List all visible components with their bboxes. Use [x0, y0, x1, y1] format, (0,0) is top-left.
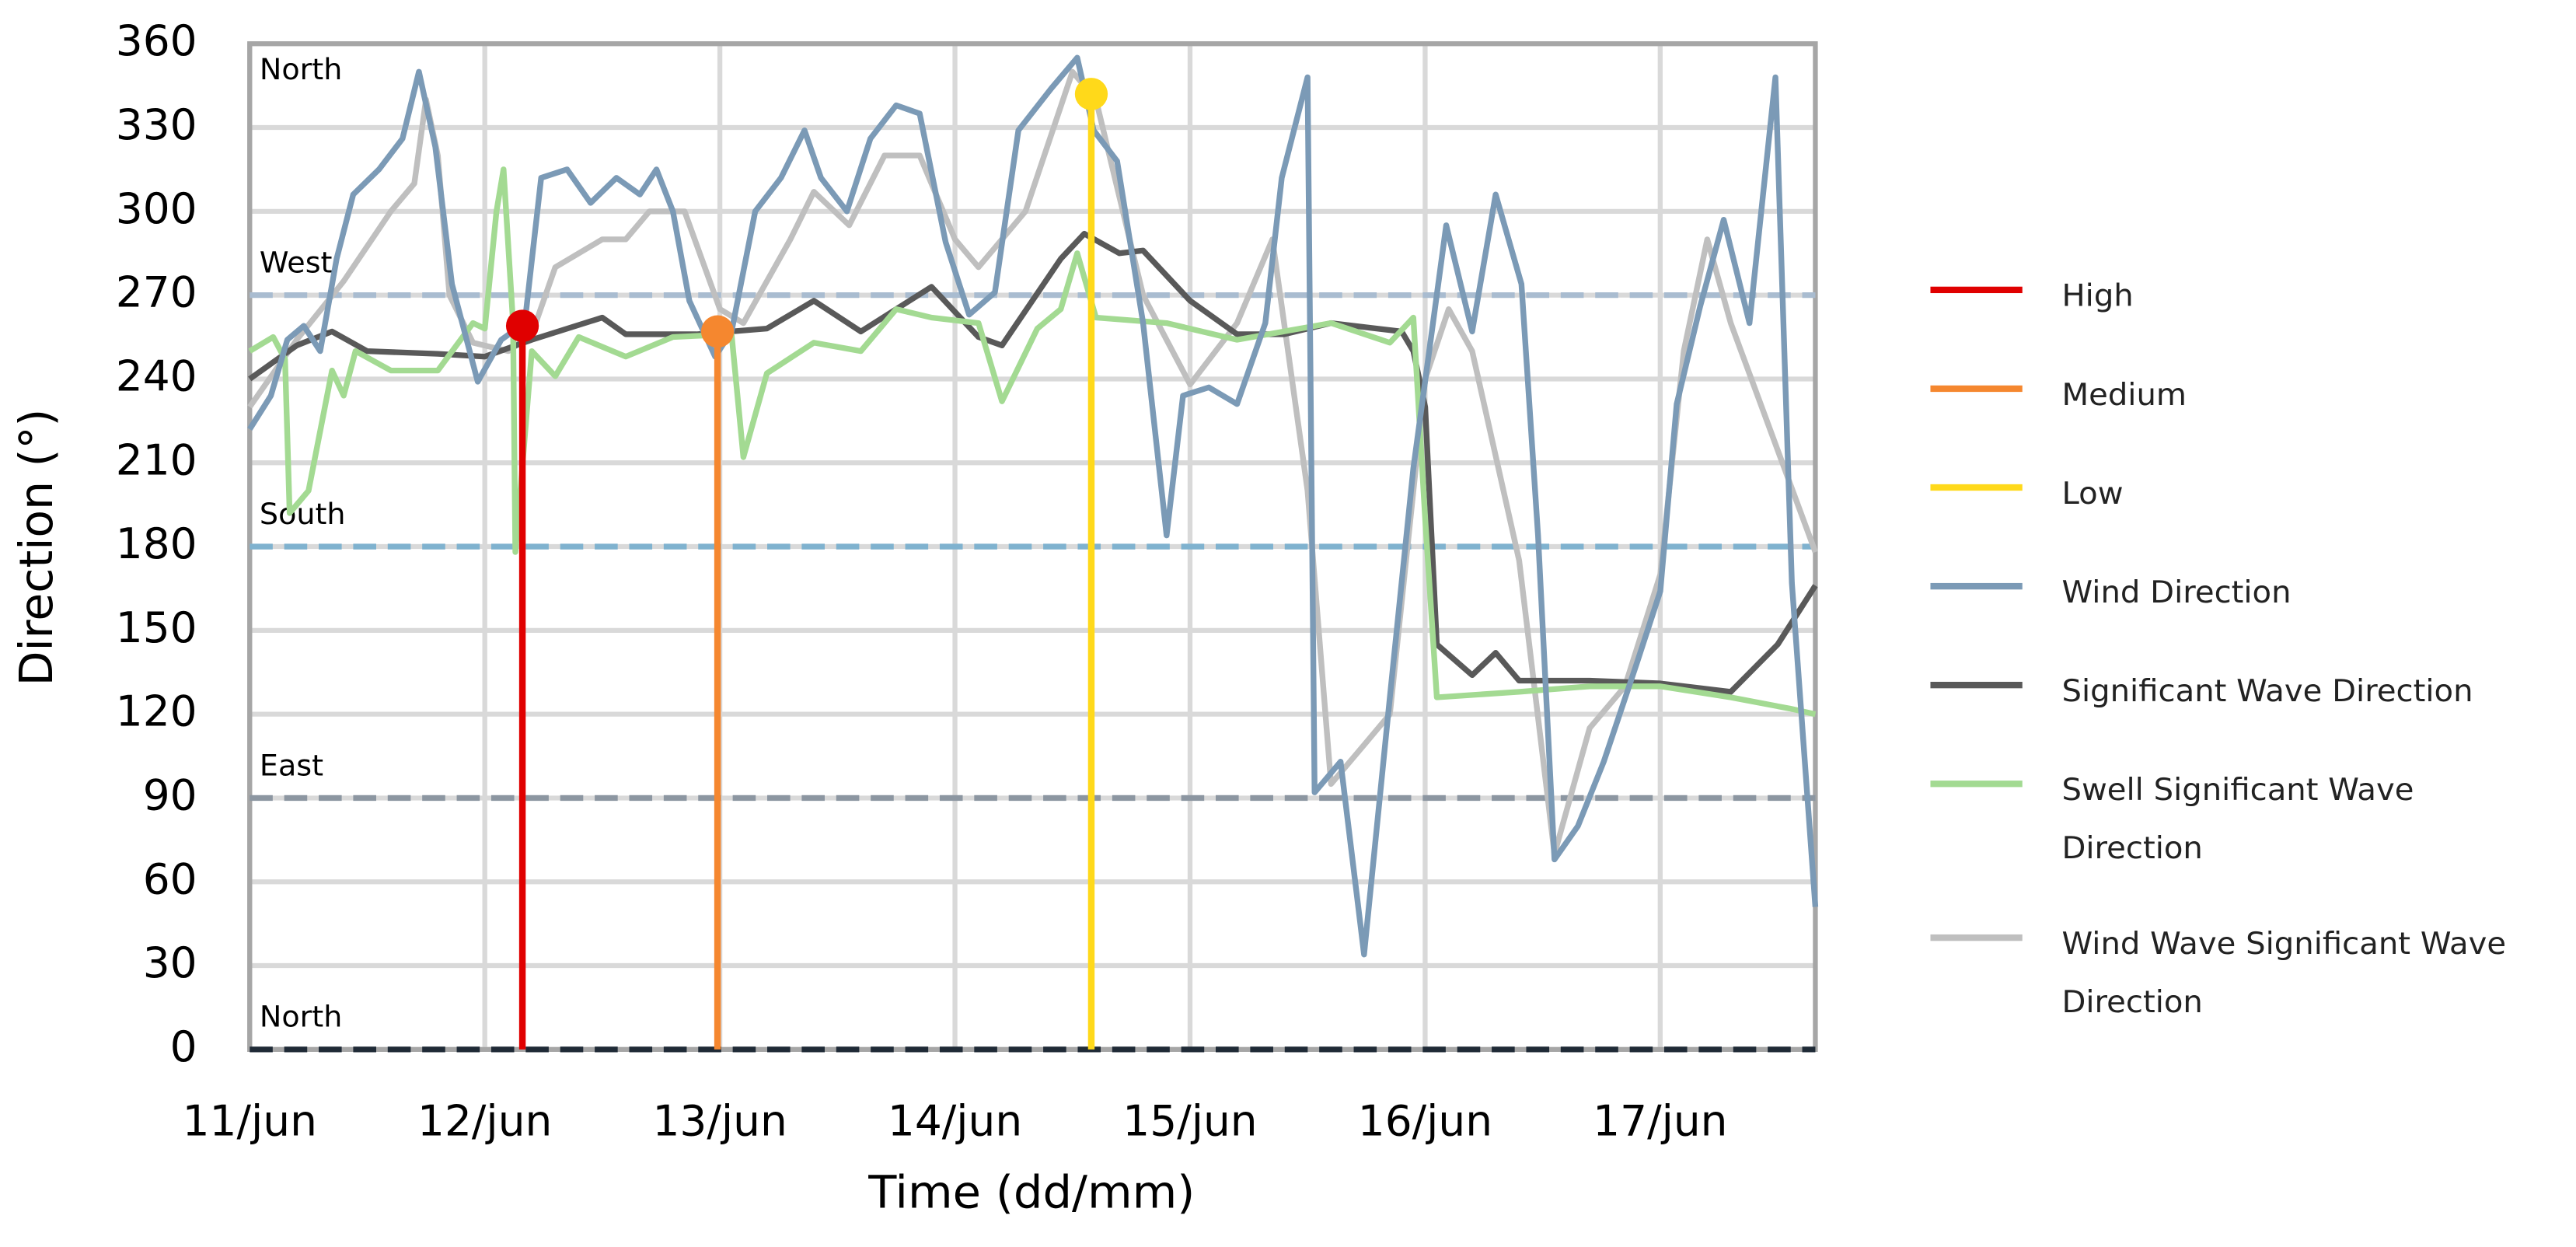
y-tick-label: 30 [143, 938, 197, 987]
y-tick-label: 60 [143, 854, 197, 904]
legend-label: Swell Significant Wave Direction [2061, 772, 2414, 867]
legend-item: High [1930, 267, 2576, 329]
x-tick-label: 16/jun [1358, 1096, 1492, 1146]
x-tick-label: 12/jun [417, 1096, 552, 1146]
y-tick-label: 300 [116, 183, 197, 233]
x-tick-label: 14/jun [888, 1096, 1022, 1146]
legend-item: Low [1930, 465, 2576, 526]
legend-label: Low [2061, 476, 2124, 512]
reference-label: East [260, 749, 323, 783]
y-tick-label: 330 [116, 100, 197, 149]
legend-label: Wind Direction [2061, 575, 2292, 611]
legend-item: Swell Significant Wave Direction [1930, 761, 2576, 878]
y-tick-label: 0 [170, 1022, 197, 1071]
x-axis-title: Time (dd/mm) [867, 1165, 1195, 1218]
legend-label: Significant Wave Direction [2061, 673, 2473, 710]
legend: High Medium Low Wind Direction Significant W… [1930, 267, 2576, 1032]
reference-label: West [260, 246, 333, 280]
legend-box: High Medium Low Wind Direction Significant W… [1930, 267, 2576, 1032]
reference-label: North [260, 1000, 342, 1034]
y-tick-label: 120 [116, 686, 197, 736]
x-tick-label: 11/jun [183, 1096, 317, 1146]
x-tick-label: 13/jun [652, 1096, 787, 1146]
legend-swatch [1930, 484, 2023, 491]
legend-item: Wind Direction [1930, 564, 2576, 625]
series-line [247, 68, 1818, 858]
x-tick-label: 15/jun [1122, 1096, 1257, 1146]
legend-label: Wind Wave Significant Wave Direction [2061, 926, 2507, 1021]
legend-swatch [1930, 385, 2023, 393]
event-marker [1074, 78, 1108, 110]
y-tick-label: 210 [116, 435, 197, 485]
y-tick-label: 180 [116, 519, 197, 568]
y-tick-label: 360 [116, 16, 197, 66]
legend-swatch [1930, 934, 2023, 941]
legend-swatch [1930, 781, 2023, 788]
reference-label: South [260, 497, 346, 531]
y-tick-label: 90 [143, 770, 197, 820]
y-axis-title: Direction (°) [9, 409, 63, 686]
y-tick-label: 150 [116, 603, 197, 652]
legend-item: Medium [1930, 366, 2576, 428]
series-line [248, 166, 1817, 718]
legend-swatch [1930, 681, 2023, 689]
y-tick-label: 240 [116, 351, 197, 401]
legend-swatch [1930, 286, 2023, 294]
legend-label: High [2061, 278, 2134, 315]
legend-item: Significant Wave Direction [1930, 662, 2576, 724]
event-marker [700, 315, 735, 348]
legend-label: Medium [2061, 377, 2187, 414]
y-tick-label: 270 [116, 267, 197, 317]
x-tick-label: 17/jun [1593, 1096, 1727, 1146]
event-marker [505, 309, 539, 343]
legend-swatch [1930, 582, 2023, 590]
series-line [247, 54, 1819, 958]
legend-item: Wind Wave Significant Wave Direction [1930, 915, 2576, 1032]
annotation: North [260, 52, 342, 86]
